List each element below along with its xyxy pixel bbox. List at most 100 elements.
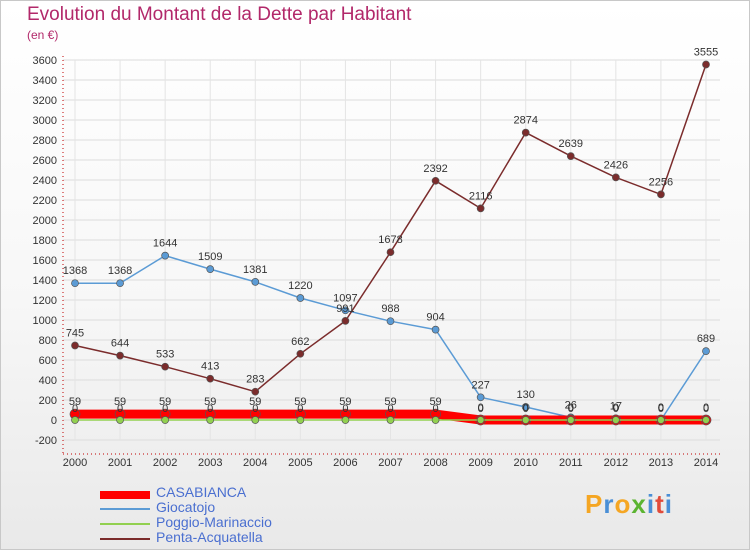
data-label-casabianca: 59 [159,396,171,408]
data-label-giocatojo: 1644 [153,238,177,250]
data-label-casabianca: 0 [658,402,664,414]
logo-letter-4: x [631,489,647,519]
data-point-poggio-marinaccio [612,416,620,424]
data-label-poggio-marinaccio: 0 [207,403,213,415]
legend-label-penta-acquatella: Penta-Acquatella [156,529,263,545]
series-penta-acquatella: 745 644 533 413 283 662 991 1678 2392 2116 2874 263… [66,47,718,396]
x-tick-label: 2008 [423,457,447,469]
data-label-penta-acquatella: 2426 [604,159,628,171]
data-point-giocatojo [521,403,530,411]
logo-letter-2: r [603,489,615,519]
data-label-penta-acquatella: 2392 [423,163,447,175]
data-point-poggio-marinaccio [341,416,350,424]
legend-swatch-giocatojo [100,508,150,510]
chart-title: Evolution du Montant de la Dette par Hab… [27,4,412,25]
y-tick-label: 3600 [33,55,57,67]
data-label-casabianca: 0 [478,402,484,414]
data-point-poggio-marinaccio [521,416,530,424]
data-point-penta-acquatella [566,152,575,160]
legend-label-giocatojo: Giocatojo [156,499,216,515]
data-label-penta-acquatella: 745 [66,328,84,340]
data-label-poggio-marinaccio: 0 [342,403,348,415]
x-tick-label: 2009 [468,457,492,469]
data-label-penta-acquatella: 283 [246,374,264,386]
y-tick-label: 1200 [33,295,57,307]
y-tick-label: 800 [39,335,57,347]
data-label-poggio-marinaccio: 0 [117,403,123,415]
logo-letter-5: i [646,489,656,519]
x-tick-label: 2002 [153,457,177,469]
data-point-poggio-marinaccio [251,416,260,424]
x-tick-label: 2010 [513,457,537,469]
y-tick-label: 3400 [33,75,57,87]
legend-swatch-poggio-marinaccio [100,523,150,525]
data-label-penta-acquatella: 2639 [559,138,583,150]
data-point-penta-acquatella [521,128,530,137]
x-tick-label: 2001 [108,457,132,469]
data-label-casabianca: 59 [294,396,306,408]
data-point-penta-acquatella [341,317,350,325]
data-label-casabianca: 59 [384,396,396,408]
y-tick-label: 3200 [33,95,57,107]
data-point-poggio-marinaccio [702,416,710,424]
legend-swatch-casabianca [100,491,150,499]
data-label-penta-acquatella: 2116 [469,190,493,202]
data-point-giocatojo [702,347,710,355]
y-tick-label: 600 [39,355,57,367]
data-point-giocatojo [161,251,169,260]
data-label-casabianca: 0 [568,402,574,414]
data-point-poggio-marinaccio [386,416,395,424]
data-label-casabianca: 59 [114,396,126,408]
data-label-giocatojo: 904 [426,312,444,324]
legend-label-casabianca: CASABIANCA [156,484,247,500]
data-point-penta-acquatella [206,374,215,383]
data-point-giocatojo [386,317,395,326]
data-point-penta-acquatella [702,60,710,69]
data-point-poggio-marinaccio [296,416,305,424]
data-label-casabianca: 0 [613,402,619,414]
data-label-penta-acquatella: 413 [201,361,219,373]
data-point-giocatojo [71,279,79,288]
y-tick-label: 1000 [33,315,57,327]
data-point-poggio-marinaccio [476,416,485,424]
data-point-penta-acquatella [657,190,665,199]
data-point-giocatojo [116,279,124,288]
data-point-penta-acquatella [431,176,440,185]
chart-subtitle: (en €) [27,28,59,42]
data-label-poggio-marinaccio: 0 [387,403,393,415]
y-tick-label: 3000 [33,115,57,127]
x-tick-label: 2007 [378,457,402,469]
series-giocatojo: 1368 1368 1644 1509 1381 1220 1097 988 904 227 130… [63,238,715,424]
y-tick-label: 2000 [33,215,57,227]
data-point-poggio-marinaccio [206,416,215,424]
data-label-poggio-marinaccio: 0 [703,403,709,415]
proxiti-logo: Proxiti [585,489,673,520]
x-tick-label: 2005 [288,457,312,469]
data-label-penta-acquatella: 662 [291,336,309,348]
y-tick-label: 1600 [33,255,57,267]
data-point-penta-acquatella [251,387,260,396]
data-point-poggio-marinaccio [161,416,169,424]
data-point-poggio-marinaccio [71,416,79,424]
data-point-penta-acquatella [612,173,620,182]
data-label-poggio-marinaccio: 0 [568,403,574,415]
y-tick-label: 1400 [33,275,57,287]
data-label-penta-acquatella: 2256 [649,176,673,188]
data-label-casabianca: 59 [339,396,351,408]
data-label-giocatojo: 689 [697,333,715,345]
data-label-penta-acquatella: 2874 [513,115,537,127]
x-tick-label: 2011 [559,457,583,469]
x-tick-label: 2012 [604,457,628,469]
data-label-poggio-marinaccio: 0 [433,403,439,415]
data-label-penta-acquatella: 644 [111,338,129,350]
data-label-giocatojo: 1381 [243,264,267,276]
data-point-giocatojo [251,278,260,286]
data-label-poggio-marinaccio: 0 [252,403,258,415]
x-tick-label: 2004 [243,457,267,469]
y-tick-label: 0 [51,415,57,427]
data-point-poggio-marinaccio [566,416,575,424]
data-label-casabianca: 59 [249,396,261,408]
data-point-poggio-marinaccio [116,416,124,424]
data-point-penta-acquatella [161,362,169,371]
data-point-penta-acquatella [116,351,124,360]
